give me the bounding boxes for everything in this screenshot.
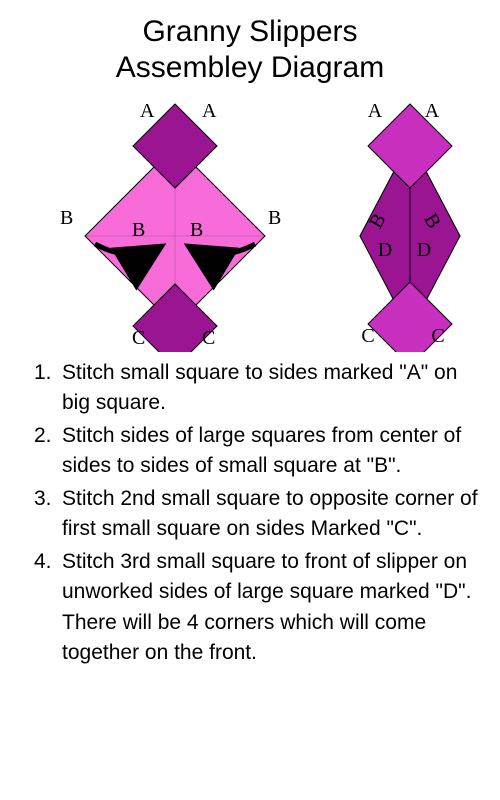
instruction-number: 4. bbox=[34, 547, 62, 669]
title-line-2: Assembley Diagram bbox=[116, 51, 384, 84]
instruction-text: Stitch 2nd small square to opposite corn… bbox=[62, 484, 480, 545]
svg-text:A: A bbox=[425, 100, 440, 122]
svg-text:D: D bbox=[378, 239, 392, 261]
page: Granny Slippers Assembley Diagram A A B B B B… bbox=[0, 0, 500, 800]
svg-text:B: B bbox=[132, 219, 145, 241]
svg-text:D: D bbox=[417, 239, 431, 261]
instruction-item: 4.Stitch 3rd small square to front of sl… bbox=[34, 547, 480, 669]
instruction-item: 1.Stitch small square to sides marked "A… bbox=[34, 358, 480, 419]
svg-text:B: B bbox=[268, 207, 281, 229]
instruction-number: 3. bbox=[34, 484, 62, 545]
instructions-list: 1.Stitch small square to sides marked "A… bbox=[20, 358, 480, 668]
svg-text:C: C bbox=[132, 327, 145, 349]
instruction-number: 2. bbox=[34, 421, 62, 482]
title: Granny Slippers Assembley Diagram bbox=[20, 14, 480, 86]
instruction-text: Stitch small square to sides marked "A" … bbox=[62, 358, 480, 419]
svg-text:A: A bbox=[202, 100, 217, 122]
diagram-left-svg: A A B B B B C C bbox=[50, 96, 300, 352]
svg-text:A: A bbox=[368, 100, 383, 122]
instruction-item: 3.Stitch 2nd small square to opposite co… bbox=[34, 484, 480, 545]
diagrams-area: A A B B B B C C A A B B D D C C bbox=[20, 92, 480, 352]
instruction-text: Stitch sides of large squares from cente… bbox=[62, 421, 480, 482]
diagram-left: A A B B B B C C bbox=[50, 96, 300, 346]
svg-text:C: C bbox=[431, 325, 444, 347]
svg-text:C: C bbox=[361, 325, 374, 347]
instruction-item: 2.Stitch sides of large squares from cen… bbox=[34, 421, 480, 482]
svg-text:A: A bbox=[140, 100, 155, 122]
svg-text:B: B bbox=[60, 207, 73, 229]
diagram-right-svg: AABBDDCC bbox=[330, 96, 490, 352]
diagram-right: AABBDDCC bbox=[330, 96, 500, 346]
title-line-1: Granny Slippers bbox=[142, 15, 357, 48]
instruction-number: 1. bbox=[34, 358, 62, 419]
svg-text:B: B bbox=[190, 219, 203, 241]
instruction-text: Stitch 3rd small square to front of slip… bbox=[62, 547, 480, 669]
svg-text:C: C bbox=[202, 327, 215, 349]
